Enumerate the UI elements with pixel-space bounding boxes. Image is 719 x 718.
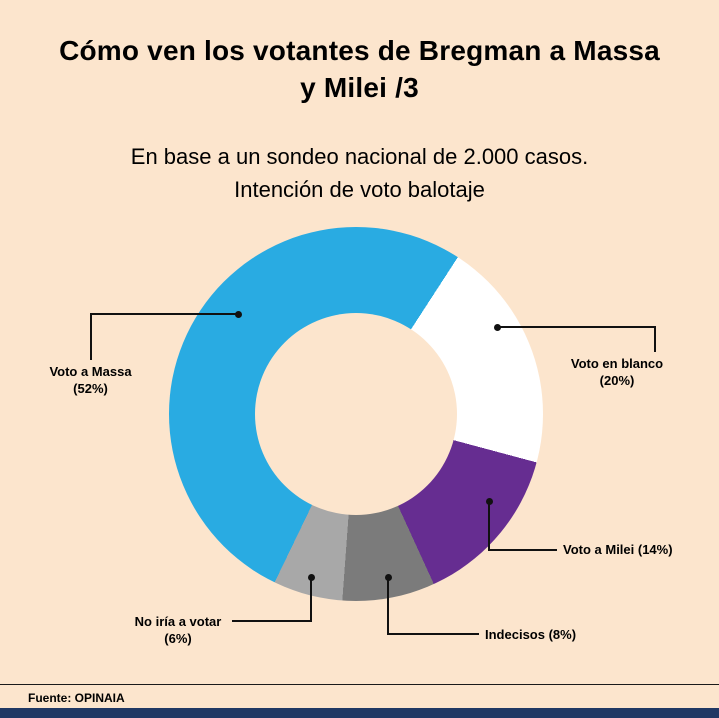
page-subtitle-line1: En base a un sondeo nacional de 2.000 ca… bbox=[130, 144, 589, 169]
leader-line-milei-h bbox=[488, 549, 557, 551]
leader-line-noiria-h bbox=[232, 620, 312, 622]
leader-line-indecisos-h bbox=[387, 633, 479, 635]
donut-hole bbox=[255, 313, 457, 515]
page-subtitle-line2: Intención de voto balotaje bbox=[234, 177, 485, 202]
slice-label-blanco-pct: (20%) bbox=[599, 373, 635, 388]
leader-line-blanco-v bbox=[654, 326, 656, 352]
page-title-line2: y Milei /3 bbox=[300, 72, 419, 103]
slice-label-noiria: No iría a votar (6%) bbox=[113, 613, 243, 647]
page-title: Cómo ven los votantes de Bregman a Massa… bbox=[0, 32, 719, 106]
donut-chart bbox=[169, 227, 543, 601]
source-text: Fuente: OPINAIA bbox=[28, 691, 125, 705]
leader-line-massa-v bbox=[90, 313, 92, 360]
callout-dot-massa bbox=[235, 311, 242, 318]
footer-divider bbox=[0, 684, 719, 685]
slice-label-milei: Voto a Milei (14%) bbox=[563, 541, 713, 558]
slice-label-blanco: Voto en blanco (20%) bbox=[553, 355, 681, 389]
slice-label-massa-name: Voto a Massa bbox=[49, 364, 132, 379]
footer-bar bbox=[0, 708, 719, 718]
slice-label-massa: Voto a Massa (52%) bbox=[18, 363, 163, 397]
slice-label-indecisos: Indecisos (8%) bbox=[485, 626, 635, 643]
leader-line-noiria-v bbox=[310, 577, 312, 622]
leader-line-milei-v bbox=[488, 501, 490, 551]
leader-line-blanco-h bbox=[497, 326, 656, 328]
slice-label-indecisos-name: Indecisos (8%) bbox=[485, 627, 577, 642]
slice-label-blanco-name: Voto en blanco bbox=[570, 356, 664, 371]
leader-line-massa-h bbox=[90, 313, 238, 315]
page-subtitle: En base a un sondeo nacional de 2.000 ca… bbox=[0, 140, 719, 206]
slice-label-noiria-pct: (6%) bbox=[164, 631, 192, 646]
slice-label-noiria-name: No iría a votar bbox=[134, 614, 222, 629]
slice-label-milei-name: Voto a Milei (14%) bbox=[563, 542, 673, 557]
page-title-line1: Cómo ven los votantes de Bregman a Massa bbox=[59, 35, 660, 66]
leader-line-indecisos-v bbox=[387, 577, 389, 635]
slice-label-massa-pct: (52%) bbox=[73, 381, 108, 396]
